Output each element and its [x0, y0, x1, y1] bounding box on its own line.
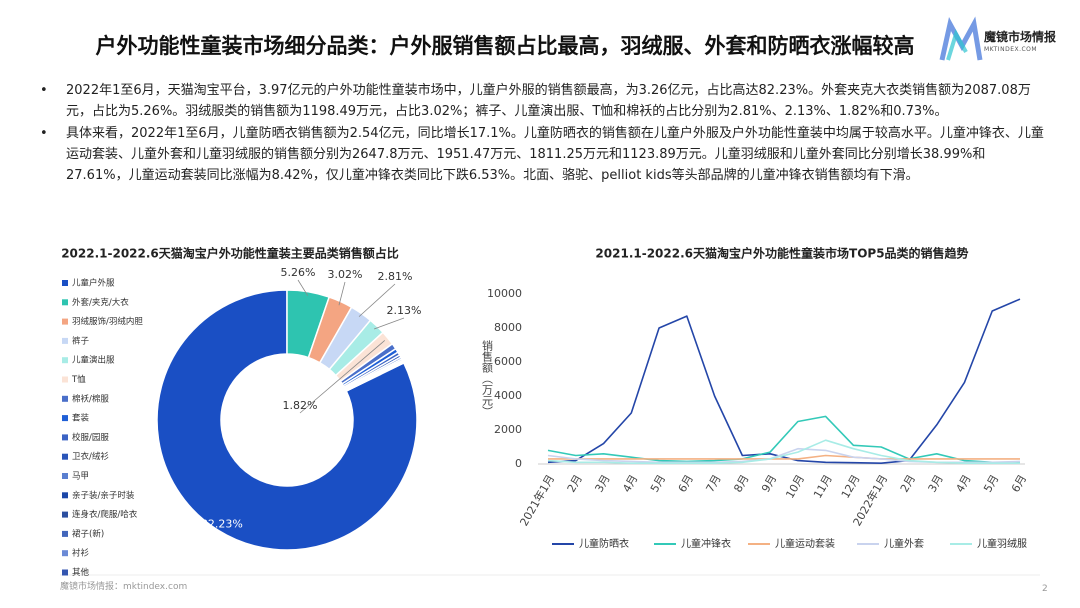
legend-label: 儿童运动套装	[775, 537, 835, 550]
legend-swatch	[62, 473, 68, 479]
legend-label: 儿童户外服	[72, 278, 115, 289]
x-tick-label: 3月	[926, 473, 946, 495]
legend-swatch	[62, 318, 68, 325]
legend-label: 羽绒服饰/羽绒内胆	[72, 316, 143, 327]
legend-swatch	[62, 280, 68, 286]
legend-swatch	[62, 415, 68, 422]
pie-slice	[156, 289, 418, 551]
logo-site: MKTINDEX.COM	[984, 46, 1038, 53]
x-tick-label: 6月	[676, 473, 696, 495]
legend-label: 其他	[72, 567, 90, 578]
legend-label: 儿童防晒衣	[579, 537, 629, 550]
y-tick-label: 4000	[494, 389, 522, 402]
y-tick-label: 6000	[494, 355, 522, 368]
x-tick-label: 8月	[731, 473, 751, 495]
x-tick-label: 2021年1月	[517, 472, 558, 528]
legend-swatch	[62, 395, 68, 402]
logo-icon	[939, 16, 983, 61]
data-label: 2.81%	[378, 270, 413, 283]
chart-title: 2021.1-2022.6天猫淘宝户外功能性童装市场TOP5品类的销售趋势	[595, 246, 968, 261]
x-tick-label: 4月	[620, 473, 640, 495]
bullet-list: 2022年1至6月，天猫淘宝平台，3.97亿元的户外功能性童装市场中，儿童户外服…	[40, 80, 1045, 187]
legend-swatch	[62, 511, 68, 518]
x-tick-label: 11月	[811, 473, 835, 501]
x-tick-label: 12月	[839, 473, 863, 501]
slide-title: 户外功能性童装市场细分品类：户外服销售额占比最高，羽绒服、外套和防晒衣涨幅较高	[95, 34, 915, 58]
leader-line	[358, 283, 396, 317]
legend-label: 棉袄/棉服	[72, 393, 109, 404]
data-label: 3.02%	[328, 268, 363, 281]
legend-swatch	[62, 337, 68, 344]
legend-label: 儿童冲锋衣	[681, 537, 731, 550]
series-line	[547, 439, 1020, 464]
y-tick-label: 8000	[494, 321, 522, 334]
legend-label: 外套/夹克/大衣	[72, 297, 129, 308]
legend-label: 套装	[72, 413, 90, 424]
data-label: 2.13%	[387, 304, 422, 317]
legend-label: 儿童演出服	[72, 355, 115, 366]
footer: 魔镜市场情报：mktindex.com	[60, 582, 188, 592]
x-tick-label: 2月	[565, 473, 585, 495]
legend-label: 儿童羽绒服	[977, 537, 1027, 550]
legend-swatch	[62, 550, 68, 557]
series-line	[547, 415, 1020, 464]
bullet: 具体来看，2022年1至6月，儿童防晒衣销售额为2.54亿元，同比增长17.1%…	[40, 123, 1045, 186]
data-label: 82.23%	[201, 517, 243, 530]
legend-label: 衬衫	[72, 548, 90, 559]
x-tick-label: 10月	[783, 473, 807, 501]
y-tick-label: 0	[515, 457, 522, 470]
y-tick-label: 10000	[487, 287, 522, 300]
x-tick-label: 5月	[648, 473, 668, 495]
logo-name: 魔镜市场情报	[984, 30, 1057, 44]
legend-label: 卫衣/绒衫	[72, 451, 109, 462]
leader-line	[299, 340, 385, 414]
leader-line	[374, 317, 405, 330]
legend-label: 儿童外套	[884, 537, 924, 550]
legend-swatch	[62, 492, 68, 499]
legend-label: 连身衣/爬服/哈衣	[72, 509, 138, 520]
legend-swatch	[62, 453, 68, 460]
chart-title: 2022.1-2022.6天猫淘宝户外功能性童装主要品类销售额占比	[61, 246, 399, 261]
x-tick-label: 9月	[759, 473, 779, 495]
legend-swatch	[62, 357, 68, 364]
x-tick-label: 4月	[953, 473, 973, 495]
legend-swatch	[62, 376, 68, 383]
legend-label: T恤	[71, 374, 86, 385]
x-tick-label: 5月	[981, 473, 1001, 495]
series-line	[548, 454, 1020, 460]
pie-slice	[345, 361, 405, 393]
x-tick-label: 7月	[704, 473, 724, 495]
bullet: 2022年1至6月，天猫淘宝平台，3.97亿元的户外功能性童装市场中，儿童户外服…	[40, 80, 1045, 122]
legend-swatch	[62, 530, 68, 537]
legend-swatch	[62, 299, 68, 306]
y-axis-label: 销售额（万元）	[481, 339, 494, 417]
y-tick-label: 2000	[494, 423, 522, 436]
data-label: 1.82%	[283, 399, 318, 412]
legend-label: 裙子(新)	[72, 528, 104, 539]
legend-label: 校服/园服	[72, 432, 109, 443]
leader-line	[297, 279, 309, 296]
x-tick-label: 6月	[1009, 473, 1029, 495]
legend-label: 马甲	[72, 472, 89, 482]
leader-line	[338, 281, 346, 306]
page-number: 2	[1042, 584, 1048, 594]
x-tick-label: 3月	[592, 473, 612, 495]
series-line	[547, 298, 1021, 464]
legend-label: 亲子装/亲子时装	[72, 490, 135, 501]
legend-swatch	[62, 434, 68, 441]
legend-label: 裤子	[72, 335, 90, 346]
legend-swatch	[62, 569, 68, 576]
x-tick-label: 2月	[898, 473, 918, 495]
data-label: 5.26%	[281, 266, 316, 279]
